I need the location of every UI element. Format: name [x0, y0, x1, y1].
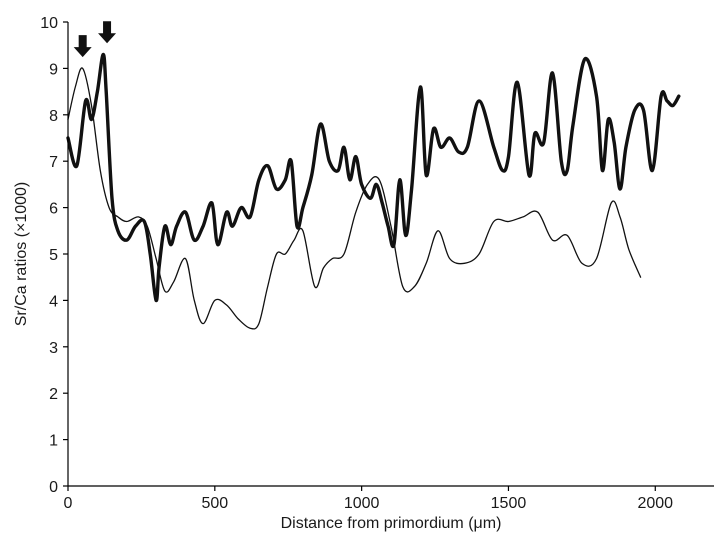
y-tick-label: 10	[40, 15, 58, 32]
ticks: 0 1 2 3 4 5 6 7 8 9 10 0 500 1000 1500 2000	[40, 15, 673, 512]
x-tick-label: 1500	[491, 495, 527, 512]
axes	[67, 22, 714, 487]
y-tick-label: 1	[49, 433, 58, 450]
series-layer	[66, 52, 681, 330]
arrow-down-marker	[98, 21, 117, 44]
arrow-down-marker	[73, 35, 92, 58]
y-axis-title: Sr/Ca ratios (×1000)	[13, 182, 30, 327]
x-axis-title: Distance from primordium (μm)	[281, 515, 502, 532]
y-tick-label: 4	[49, 293, 58, 310]
y-tick-label: 3	[49, 340, 58, 357]
x-tick-label: 1000	[344, 495, 380, 512]
y-tick-label: 7	[49, 154, 58, 171]
x-tick-label: 0	[64, 495, 73, 512]
annotation-layer	[73, 21, 117, 58]
series-line-thick	[66, 52, 681, 303]
y-tick-label: 8	[49, 108, 58, 125]
x-tick-label: 2000	[637, 495, 673, 512]
series-line-thin	[67, 67, 642, 330]
y-tick-label: 0	[49, 479, 58, 496]
y-tick-label: 5	[49, 247, 58, 264]
y-tick-label: 9	[49, 61, 58, 78]
x-tick-label: 500	[201, 495, 228, 512]
y-tick-label: 6	[49, 201, 58, 218]
y-tick-label: 2	[49, 386, 58, 403]
